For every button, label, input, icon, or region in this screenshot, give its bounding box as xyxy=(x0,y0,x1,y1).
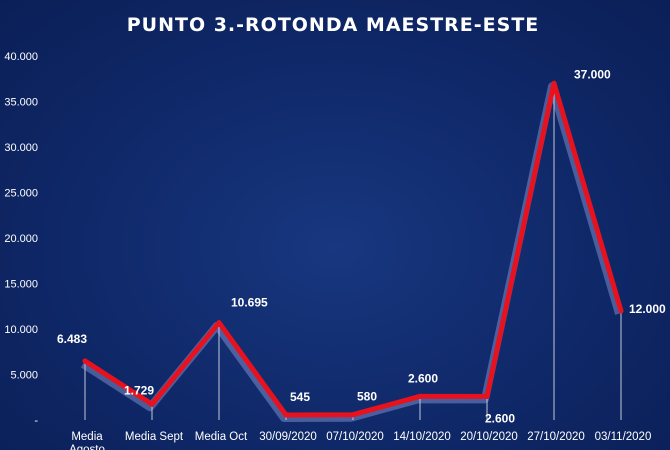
data-point xyxy=(484,393,490,399)
x-axis: Media Agosto Media Sept Media Oct 30/09/2020… xyxy=(69,431,651,450)
data-labels: 6.483 1.729 10.695 545 580 2.600 2.600 37.000 12… xyxy=(57,67,666,425)
y-tick-label: 40.000 xyxy=(4,51,38,63)
data-point xyxy=(618,308,624,314)
x-tick-label: 03/11/2020 xyxy=(595,431,652,443)
data-label: 545 xyxy=(290,390,310,404)
data-label: 12.000 xyxy=(629,302,666,316)
x-tick-label: 14/10/2020 xyxy=(393,431,451,443)
data-label: 1.729 xyxy=(124,383,154,397)
y-tick-label: 10.000 xyxy=(4,324,38,336)
y-tick-label: 20.000 xyxy=(4,233,38,245)
data-point xyxy=(350,412,356,418)
data-label: 6.483 xyxy=(57,332,87,346)
x-tick-label: Media Oct xyxy=(195,431,248,443)
series-line xyxy=(80,80,624,423)
data-point xyxy=(283,412,289,418)
y-axis: - 5.000 10.000 15.000 20.000 25.000 30.000 35.0… xyxy=(4,51,38,427)
x-tick-label: 30/09/2020 xyxy=(259,431,317,443)
x-tick-label: 27/10/2020 xyxy=(527,431,585,443)
data-point xyxy=(216,320,222,326)
y-tick-label: 5.000 xyxy=(10,370,38,382)
x-tick-label: Media Agosto xyxy=(69,431,105,450)
data-label: 37.000 xyxy=(574,67,611,81)
data-label: 10.695 xyxy=(231,296,268,310)
y-tick-label: 15.000 xyxy=(4,279,38,291)
data-points xyxy=(82,80,624,418)
x-tick-label: Media Sept xyxy=(125,431,184,443)
series-line-shadow xyxy=(80,82,623,423)
y-tick-label: 25.000 xyxy=(4,188,38,200)
x-tick-label: 07/10/2020 xyxy=(326,431,384,443)
data-point xyxy=(417,393,423,399)
data-label: 2.600 xyxy=(485,411,515,425)
data-label: 580 xyxy=(357,390,377,404)
data-point xyxy=(82,358,88,364)
data-point xyxy=(551,80,557,86)
chart-title: PUNTO 3.-ROTONDA MAESTRE-ESTE xyxy=(127,14,540,36)
y-tick-label: 30.000 xyxy=(4,142,38,154)
drop-lines xyxy=(84,83,622,420)
y-tick-label: - xyxy=(34,415,38,427)
data-label: 2.600 xyxy=(408,371,438,385)
data-point xyxy=(149,401,155,407)
y-tick-label: 35.000 xyxy=(4,97,38,109)
x-tick-label: 20/10/2020 xyxy=(460,431,518,443)
